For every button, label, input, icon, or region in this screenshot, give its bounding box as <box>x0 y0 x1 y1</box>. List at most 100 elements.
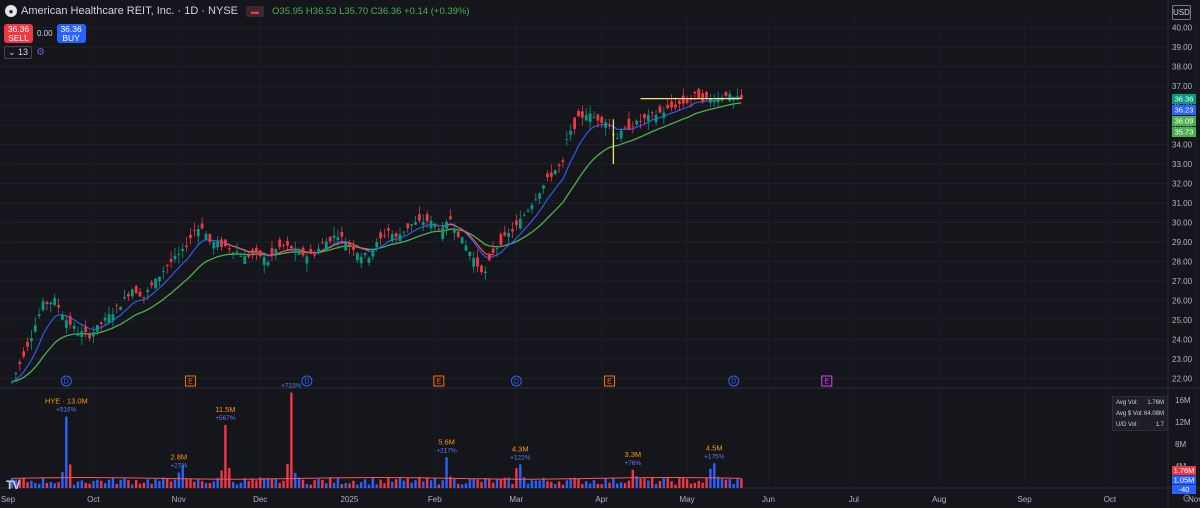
indicator-count: 13 <box>18 47 29 57</box>
volume-bar <box>255 480 258 488</box>
volume-bar <box>670 481 673 488</box>
candle-body <box>103 317 107 321</box>
indicator-toggle[interactable]: ⌄ 13 <box>4 46 33 59</box>
volume-bar <box>107 479 111 488</box>
candle-body <box>336 237 340 240</box>
indicator-settings-icon[interactable]: ⚙ <box>36 47 46 58</box>
price-tick-label: 38.00 <box>1172 63 1193 72</box>
candle-body <box>154 278 157 289</box>
time-tick-label: Sep <box>1 495 16 504</box>
candle-body <box>639 121 642 122</box>
candle-body <box>507 232 511 237</box>
candle-body <box>452 229 456 233</box>
volume-spike-label: 5.6M <box>438 437 455 446</box>
candle-body <box>546 173 549 177</box>
volume-bar <box>592 480 596 488</box>
candle-body <box>449 216 452 220</box>
volume-bar <box>585 481 588 488</box>
volume-bar <box>557 481 561 488</box>
candle-body <box>262 257 266 265</box>
candle-body <box>619 130 623 139</box>
candle-body <box>204 233 208 240</box>
candle-body <box>740 94 743 99</box>
candle-body <box>584 115 588 121</box>
settings-gear-icon[interactable]: ⚙ <box>1182 493 1192 505</box>
candle-body <box>251 249 254 254</box>
candle-body <box>45 302 49 304</box>
candle-body <box>95 324 99 332</box>
volume-bar <box>577 478 580 488</box>
candle-body <box>375 242 379 248</box>
volume-info-row: Avg $ Vol: 64.08M <box>1113 408 1167 419</box>
last-price-label: 35.73 <box>1175 128 1194 137</box>
volume-bar <box>534 480 537 488</box>
volume-bar <box>519 464 522 488</box>
volume-bar <box>674 484 677 488</box>
volume-bar <box>429 480 433 488</box>
volume-bar <box>654 483 658 488</box>
volume-bar <box>328 477 332 488</box>
candle-body <box>681 95 685 104</box>
volume-bar <box>422 481 425 488</box>
volume-bar <box>274 478 278 488</box>
candle-body <box>635 120 639 125</box>
candle-body <box>99 322 103 325</box>
candle-body <box>716 97 720 103</box>
volume-bar <box>119 479 122 488</box>
volume-bar <box>270 478 274 488</box>
candle-body <box>134 286 138 294</box>
candle-body <box>119 306 123 311</box>
volume-bar <box>468 478 472 488</box>
volume-info-row: Avg Vol: 1.76M <box>1113 397 1167 408</box>
candle-body <box>402 231 406 233</box>
candle-body <box>192 230 196 232</box>
volume-spike-label: 4.3M <box>512 444 529 453</box>
candle-body <box>247 254 251 257</box>
volume-bar <box>542 477 545 488</box>
trade-panel: 36.36 SELL 0.00 36.36 BUY <box>4 24 86 43</box>
candle-body <box>728 94 732 101</box>
volume-bar <box>363 479 367 488</box>
candle-body <box>627 118 631 130</box>
volume-info-box: Avg Vol: 1.76M Avg $ Vol: 64.08M U/D Vol: 1… <box>1112 396 1168 431</box>
volume-bar <box>228 468 231 488</box>
sell-price: 36.36 <box>7 24 30 34</box>
candle-body <box>177 253 181 256</box>
symbol-title[interactable]: American Healthcare REIT, Inc. · 1D · NY… <box>21 5 239 17</box>
sell-button[interactable]: 36.36 SELL <box>4 24 33 43</box>
candle-body <box>216 241 220 248</box>
candle-body <box>130 289 134 297</box>
candle-body <box>72 325 76 329</box>
time-tick-label: Jun <box>762 495 775 504</box>
candle-body <box>37 314 41 317</box>
currency-button[interactable]: USD <box>1172 5 1191 20</box>
buy-button[interactable]: 36.36 BUY <box>56 24 86 43</box>
volume-bar <box>305 484 309 488</box>
candle-body <box>518 218 522 229</box>
volume-bar <box>332 482 336 488</box>
candle-body <box>468 251 472 257</box>
candle-body <box>542 185 545 189</box>
candle-body <box>355 253 359 261</box>
flag-icon[interactable]: ▬ <box>246 5 265 17</box>
candle-body <box>604 122 608 128</box>
time-tick-label: Oct <box>1104 495 1117 504</box>
volume-bar <box>243 478 246 488</box>
candle-body <box>158 276 161 282</box>
candle-body <box>161 271 165 273</box>
candle-body <box>580 111 584 118</box>
candle-body <box>596 114 600 121</box>
candle-body <box>92 332 95 337</box>
volume-bar <box>80 480 84 488</box>
candle-body <box>169 259 173 262</box>
volume-bar <box>647 480 650 488</box>
volume-bar <box>181 465 184 488</box>
candle-body <box>522 215 526 216</box>
volume-bar <box>526 483 530 488</box>
candle-body <box>701 93 705 102</box>
dividend-marker-label: D <box>514 379 519 386</box>
candle-body <box>76 333 80 336</box>
candle-body <box>383 235 386 237</box>
candle-body <box>654 114 658 123</box>
